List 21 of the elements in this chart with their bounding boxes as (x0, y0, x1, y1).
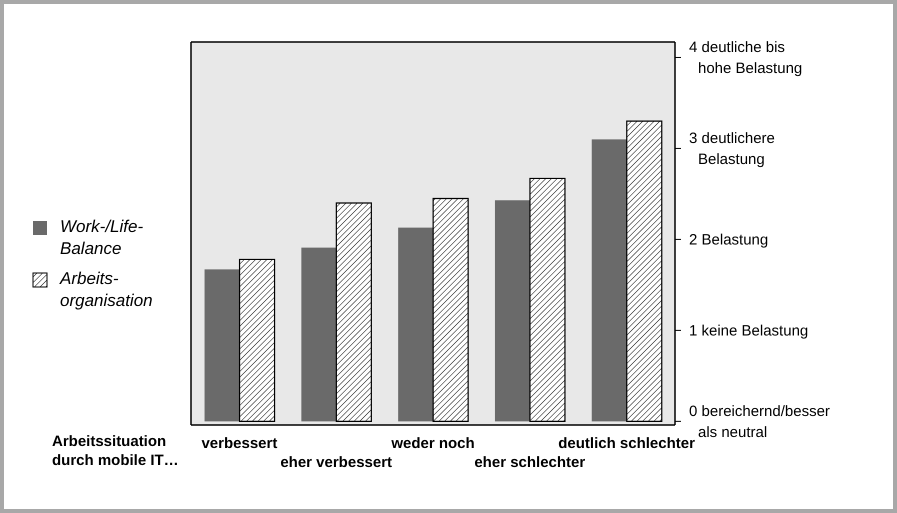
y-tick-label: 1 keine Belastung (689, 322, 808, 340)
bar (238, 258, 276, 422)
x-axis-title: Arbeitssituation durch mobile IT… (52, 432, 179, 470)
legend-label: Work-/Life- Balance (60, 216, 144, 260)
bar (592, 139, 627, 422)
bar (626, 120, 662, 422)
bar (204, 269, 240, 422)
legend-label: Arbeits- organisation (60, 268, 153, 312)
y-tick-label: 4 deutliche bis hohe Belastung (689, 38, 802, 77)
y-tick-label: 2 Belastung (689, 231, 768, 248)
x-tick-label: verbessert (201, 435, 278, 452)
x-tick-label: weder noch (390, 435, 475, 452)
x-tick-label: eher verbessert (280, 454, 392, 471)
y-tick-label: 3 deutlichere Belastung (689, 130, 775, 168)
bar (398, 228, 434, 422)
x-tick-label: eher schlechter (474, 454, 586, 471)
bar (336, 202, 372, 422)
bar (301, 248, 336, 422)
bar (529, 178, 566, 422)
bar (432, 198, 469, 422)
bar (494, 200, 530, 422)
